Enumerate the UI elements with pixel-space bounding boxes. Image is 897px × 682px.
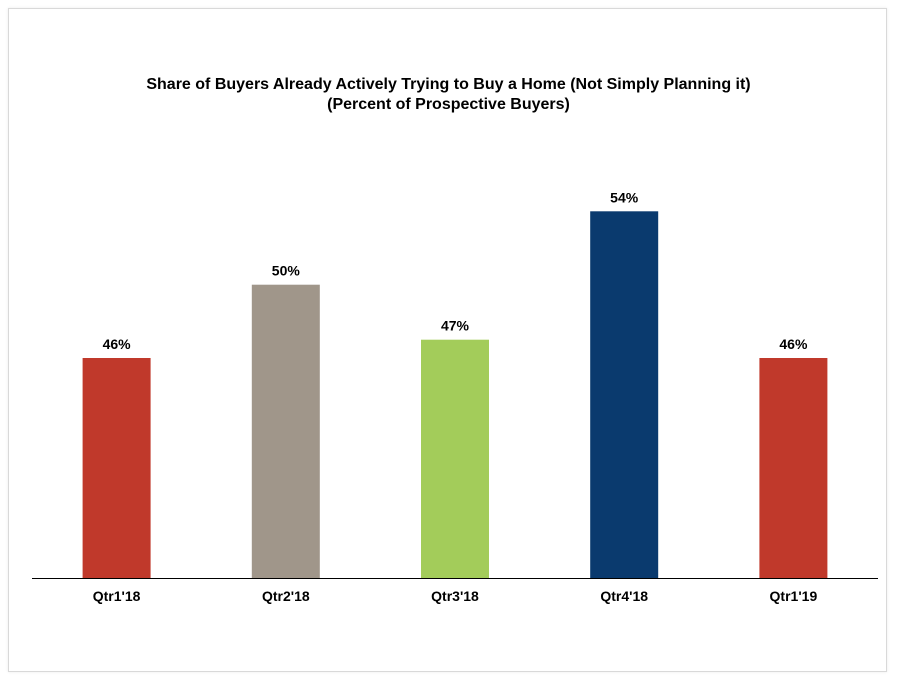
bar-3 bbox=[421, 339, 489, 578]
bars-layer bbox=[82, 211, 828, 579]
chart-title-block: Share of Buyers Already Actively Trying … bbox=[0, 75, 897, 115]
bar-value-label-5: 46% bbox=[779, 336, 808, 352]
bar-value-label-2: 50% bbox=[272, 263, 301, 279]
bar-value-label-3: 47% bbox=[441, 318, 470, 334]
bar-4 bbox=[590, 211, 659, 579]
x-tick-label-3: Qtr3'18 bbox=[431, 588, 479, 604]
tick-labels-layer: Qtr1'18 Qtr2'18 Qtr3'18 Qtr4'18 Qtr1'19 bbox=[93, 588, 818, 604]
x-tick-label-1: Qtr1'18 bbox=[93, 588, 141, 604]
bar-5 bbox=[759, 358, 828, 578]
chart-title: Share of Buyers Already Actively Trying … bbox=[146, 76, 751, 93]
chart-subtitle: (Percent of Prospective Buyers) bbox=[327, 96, 570, 113]
x-tick-label-5: Qtr1'19 bbox=[770, 588, 818, 604]
x-tick-label-2: Qtr2'18 bbox=[262, 588, 310, 604]
bar-2 bbox=[251, 284, 320, 578]
bar-value-label-1: 46% bbox=[103, 336, 132, 352]
bar-1 bbox=[82, 358, 151, 578]
bar-value-label-4: 54% bbox=[610, 189, 639, 205]
x-tick-label-4: Qtr4'18 bbox=[600, 588, 648, 604]
labels-layer: 46% 50% 47% 54% 46% bbox=[103, 189, 808, 352]
